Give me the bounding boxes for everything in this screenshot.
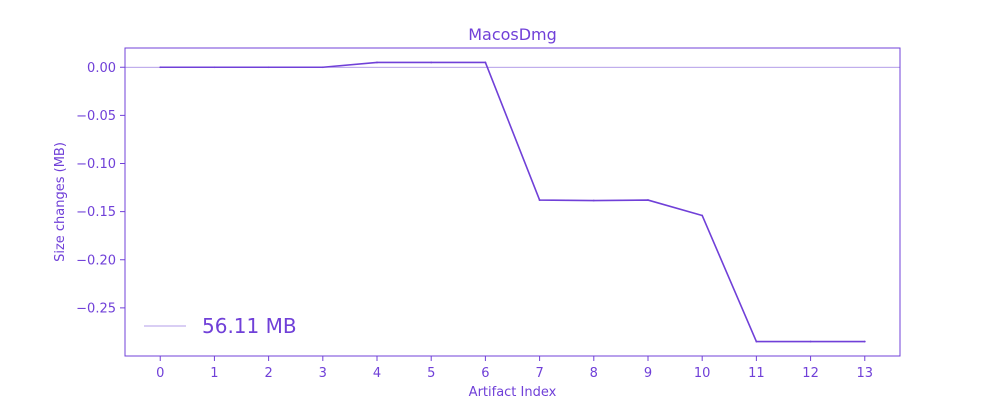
series-group (159, 61, 866, 343)
data-point (430, 61, 433, 64)
x-tick-label: 6 (481, 366, 489, 381)
data-point (267, 66, 270, 69)
data-point (592, 199, 595, 202)
x-tick-label: 13 (856, 366, 873, 381)
x-tick-label: 5 (427, 366, 435, 381)
x-axis-label: Artifact Index (469, 385, 557, 400)
data-point (321, 66, 324, 69)
data-point (376, 61, 378, 64)
y-axis-label: Size changes (MB) (53, 142, 68, 262)
x-tick-label: 4 (373, 366, 381, 381)
legend-label: 56.11 MB (202, 314, 297, 338)
data-point (809, 340, 812, 343)
series-line (160, 61, 865, 343)
data-point (213, 66, 216, 69)
x-tick-label: 1 (210, 366, 218, 381)
plot-area-frame (124, 47, 901, 357)
data-point (863, 340, 866, 343)
x-tick-label: 2 (264, 366, 272, 381)
x-tick-label: 7 (535, 366, 543, 381)
data-point (538, 199, 541, 201)
chart-title: MacosDmg (468, 25, 557, 44)
data-point (647, 199, 649, 201)
x-tick-label: 11 (748, 366, 765, 381)
x-tick-label: 12 (802, 366, 819, 381)
data-point (159, 66, 162, 69)
data-point (755, 340, 758, 343)
x-tick-label: 8 (590, 366, 598, 381)
x-axis-ticks: 0 1 2 3 4 5 6 7 8 9 10 11 12 13 (156, 356, 873, 381)
y-tick-label: −0.10 (76, 157, 116, 172)
y-tick-label: −0.05 (76, 109, 116, 124)
x-tick-label: 9 (644, 366, 652, 381)
data-point (701, 214, 704, 217)
x-tick-label: 3 (319, 366, 327, 381)
y-tick-label: −0.25 (76, 301, 116, 316)
x-tick-label: 10 (694, 366, 711, 381)
y-tick-label: −0.15 (76, 205, 116, 220)
data-point (484, 61, 487, 64)
y-tick-label: 0.00 (87, 61, 116, 76)
legend: 56.11 MB (144, 314, 297, 338)
y-axis-ticks: 0.00 −0.05 −0.10 −0.15 −0.20 −0.25 (76, 61, 125, 316)
x-tick-label: 0 (156, 366, 164, 381)
y-tick-label: −0.20 (76, 253, 116, 268)
